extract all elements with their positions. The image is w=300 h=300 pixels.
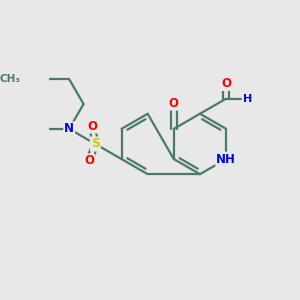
- Text: O: O: [87, 120, 97, 133]
- Text: NH: NH: [216, 153, 236, 166]
- Text: CH₃: CH₃: [0, 74, 20, 84]
- Text: O: O: [221, 77, 231, 90]
- Text: N: N: [64, 122, 74, 135]
- Text: O: O: [169, 97, 179, 110]
- Text: S: S: [91, 137, 100, 151]
- Text: O: O: [84, 154, 94, 167]
- Text: H: H: [243, 94, 252, 104]
